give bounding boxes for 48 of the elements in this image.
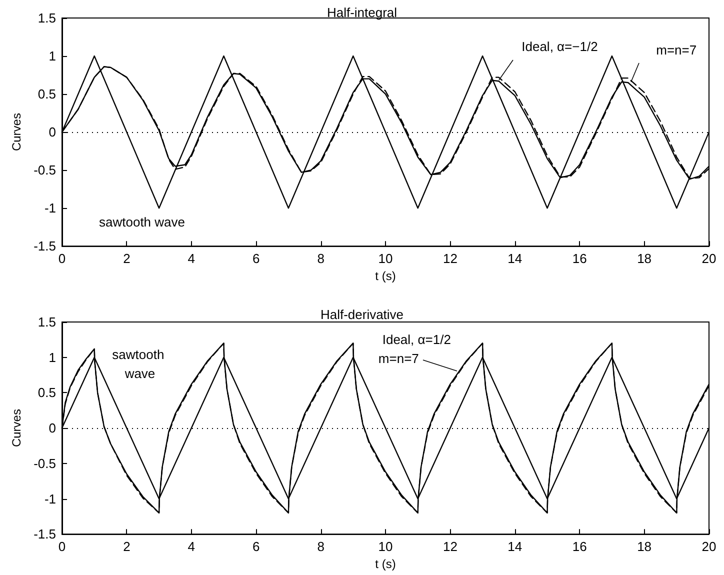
x-tick-label: 0 <box>58 539 66 554</box>
x-tick-label: 14 <box>508 251 522 266</box>
x-tick-label: 20 <box>702 539 716 554</box>
x-tick-label: 2 <box>123 539 130 554</box>
y-tick-label: -1.5 <box>34 526 56 542</box>
x-tick-label: 12 <box>442 251 458 266</box>
y-tick-label: 1.5 <box>38 314 56 330</box>
x-tick-label: 14 <box>508 539 522 554</box>
y-tick-label: 1.5 <box>38 10 56 26</box>
y-tick-label: -1 <box>44 200 56 216</box>
chart-title: Half-integral <box>326 5 398 20</box>
x-tick-label: 10 <box>378 539 393 554</box>
x-tick-label: 16 <box>572 539 587 554</box>
y-tick-label: 1 <box>48 350 56 365</box>
y-tick-label: -1.5 <box>34 238 56 254</box>
x-tick-label: 4 <box>188 539 196 554</box>
y-tick-label: 0 <box>48 124 56 140</box>
x-tick-label: 6 <box>252 251 260 266</box>
annotation: m=n=7 <box>656 42 697 58</box>
y-axis-title: Curves <box>10 409 24 448</box>
chart-title: Half-derivative <box>320 307 404 322</box>
x-tick-label: 10 <box>378 251 393 266</box>
y-tick-label: -0.5 <box>34 162 56 178</box>
x-tick-label: 12 <box>442 539 458 554</box>
annotation: sawtooth wave <box>99 214 185 230</box>
x-tick-label: 8 <box>317 251 324 266</box>
x-tick-label: 16 <box>572 251 587 266</box>
y-tick-label: -0.5 <box>34 456 56 471</box>
x-tick-label: 18 <box>637 539 652 554</box>
x-tick-label: 6 <box>252 539 260 554</box>
x-tick-label: 8 <box>317 539 324 554</box>
annotation: Ideal, α=−1/2 <box>522 38 598 54</box>
x-axis-title: t (s) <box>375 269 396 283</box>
x-tick-label: 2 <box>123 251 130 266</box>
x-tick-label: 18 <box>637 251 652 266</box>
annotation: sawtooth wave <box>112 347 168 381</box>
y-tick-label: 1 <box>48 48 56 64</box>
x-tick-label: 4 <box>188 251 196 266</box>
y-tick-label: 0.5 <box>38 385 56 400</box>
y-tick-label: -1 <box>44 491 56 506</box>
x-axis-title: t (s) <box>375 557 396 571</box>
y-tick-label: 0 <box>48 420 56 436</box>
x-tick-label: 0 <box>58 251 66 266</box>
annotation: m=n=7 <box>378 350 419 366</box>
y-tick-label: 0.5 <box>38 86 56 102</box>
annotation: Ideal, α=1/2 <box>382 332 451 347</box>
x-tick-label: 20 <box>702 251 716 266</box>
y-axis-title: Curves <box>10 113 24 152</box>
